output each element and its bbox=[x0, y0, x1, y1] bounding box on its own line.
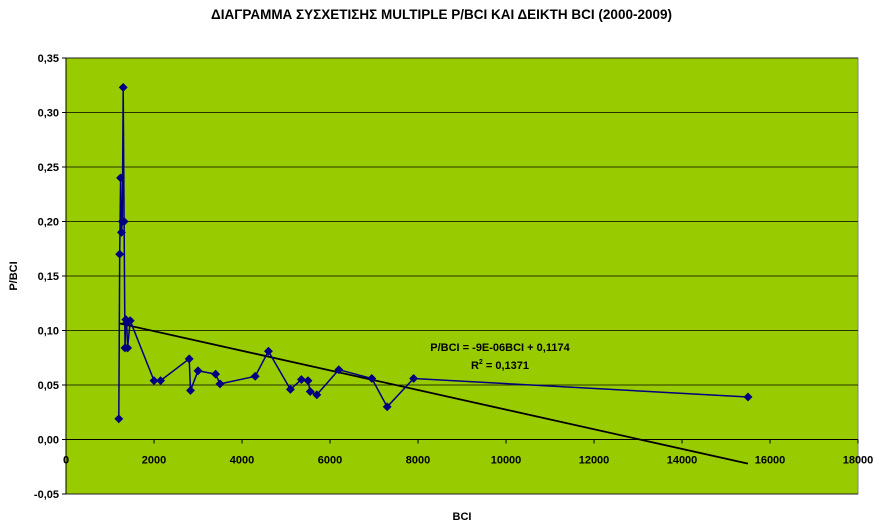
data-point bbox=[409, 373, 419, 384]
y-tick-label: 0,05 bbox=[38, 380, 59, 392]
y-tick-label: 0,15 bbox=[38, 271, 59, 283]
data-point bbox=[156, 376, 166, 386]
chart-title: ΔΙΑΓΡΑΜΜΑ ΣΥΣΧΕΤΙΣΗΣ MULTIPLE P/BCI ΚΑΙ … bbox=[211, 7, 672, 22]
data-point bbox=[185, 385, 196, 396]
x-tick-label: 4000 bbox=[230, 455, 254, 467]
trendline-equation: P/BCI = -9E-06BCI + 0,1174 bbox=[430, 342, 570, 354]
data-point bbox=[215, 379, 225, 389]
data-point bbox=[123, 343, 133, 353]
data-point bbox=[118, 82, 128, 92]
x-tick-label: 12000 bbox=[579, 455, 610, 467]
y-tick-label: 0,25 bbox=[38, 162, 59, 174]
data-point bbox=[303, 376, 313, 386]
data-point bbox=[263, 346, 273, 356]
x-tick-label: 14000 bbox=[667, 455, 698, 467]
data-point bbox=[312, 390, 322, 400]
y-tick-label: 0,20 bbox=[38, 217, 59, 229]
data-point bbox=[296, 374, 306, 385]
x-tick-label: 2000 bbox=[142, 455, 166, 467]
y-tick-label: 0,35 bbox=[38, 53, 59, 65]
x-tick-label: 0 bbox=[63, 455, 69, 467]
x-tick-label: 10000 bbox=[491, 455, 522, 467]
x-tick-label: 16000 bbox=[755, 455, 786, 467]
y-tick-label: 0,30 bbox=[38, 108, 59, 120]
x-axis-title: BCI bbox=[453, 511, 472, 523]
data-point bbox=[116, 227, 126, 237]
data-point bbox=[305, 386, 315, 397]
data-point bbox=[211, 369, 221, 379]
trendline bbox=[118, 322, 749, 465]
y-tick-label: 0,10 bbox=[38, 326, 59, 338]
data-point bbox=[193, 366, 203, 376]
data-point bbox=[382, 402, 392, 412]
data-point bbox=[115, 249, 125, 259]
data-point bbox=[114, 414, 124, 424]
data-point bbox=[149, 376, 159, 386]
data-point bbox=[285, 384, 295, 394]
data-point bbox=[119, 216, 129, 227]
data-point bbox=[334, 365, 344, 375]
x-tick-label: 6000 bbox=[318, 455, 342, 467]
data-point bbox=[250, 371, 260, 381]
data-point bbox=[116, 173, 126, 183]
x-tick-label: 8000 bbox=[406, 455, 430, 467]
data-point bbox=[184, 354, 194, 364]
trendline-r2: R2 = 0,1371 bbox=[471, 359, 529, 372]
data-point bbox=[367, 373, 377, 384]
y-tick-label: -0,05 bbox=[34, 489, 59, 501]
data-point bbox=[125, 316, 135, 326]
data-point bbox=[743, 392, 753, 402]
x-tick-label: 18000 bbox=[843, 455, 874, 467]
y-tick-label: 0,00 bbox=[38, 435, 59, 447]
y-axis-title: P/BCI bbox=[8, 261, 20, 290]
